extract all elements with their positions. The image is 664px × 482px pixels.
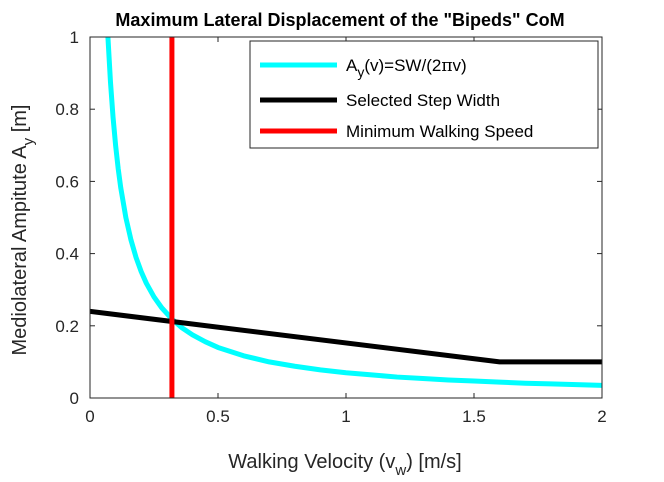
y-tick-label: 0.6 (55, 172, 79, 191)
x-tick-label: 0 (85, 407, 94, 426)
x-tick-label: 0.5 (206, 407, 230, 426)
chart-title: Maximum Lateral Displacement of the "Bip… (115, 10, 564, 30)
x-tick-label: 1 (341, 407, 350, 426)
axis-ticks-layer: 0 0.5 1 1.5 2 0 0.2 0.4 0.6 0.8 1 (55, 28, 606, 426)
y-tick-label: 0.8 (55, 100, 79, 119)
x-axis-label: Walking Velocity (vw) [m/s] (228, 451, 461, 479)
plot-series-layer (90, 37, 602, 398)
y-axis-label: Mediolateral Ampitute Ay [m] (9, 105, 37, 356)
legend-label-step-width: Selected Step Width (346, 91, 500, 110)
legend: Ay(v)=SW/(2πv) Selected Step Width Minim… (249, 40, 599, 149)
y-tick-label: 0.4 (55, 245, 79, 264)
series-line-ay (105, 37, 602, 388)
x-tick-label: 2 (597, 407, 606, 426)
series-line-step-width (90, 308, 602, 365)
x-tick-label: 1.5 (462, 407, 486, 426)
legend-label-min-speed: Minimum Walking Speed (346, 122, 533, 141)
legend-label-ay: Ay(v)=SW/(2πv) (346, 56, 467, 80)
y-tick-label: 1 (70, 28, 79, 47)
y-tick-label: 0.2 (55, 317, 79, 336)
y-tick-label: 0 (70, 389, 79, 408)
